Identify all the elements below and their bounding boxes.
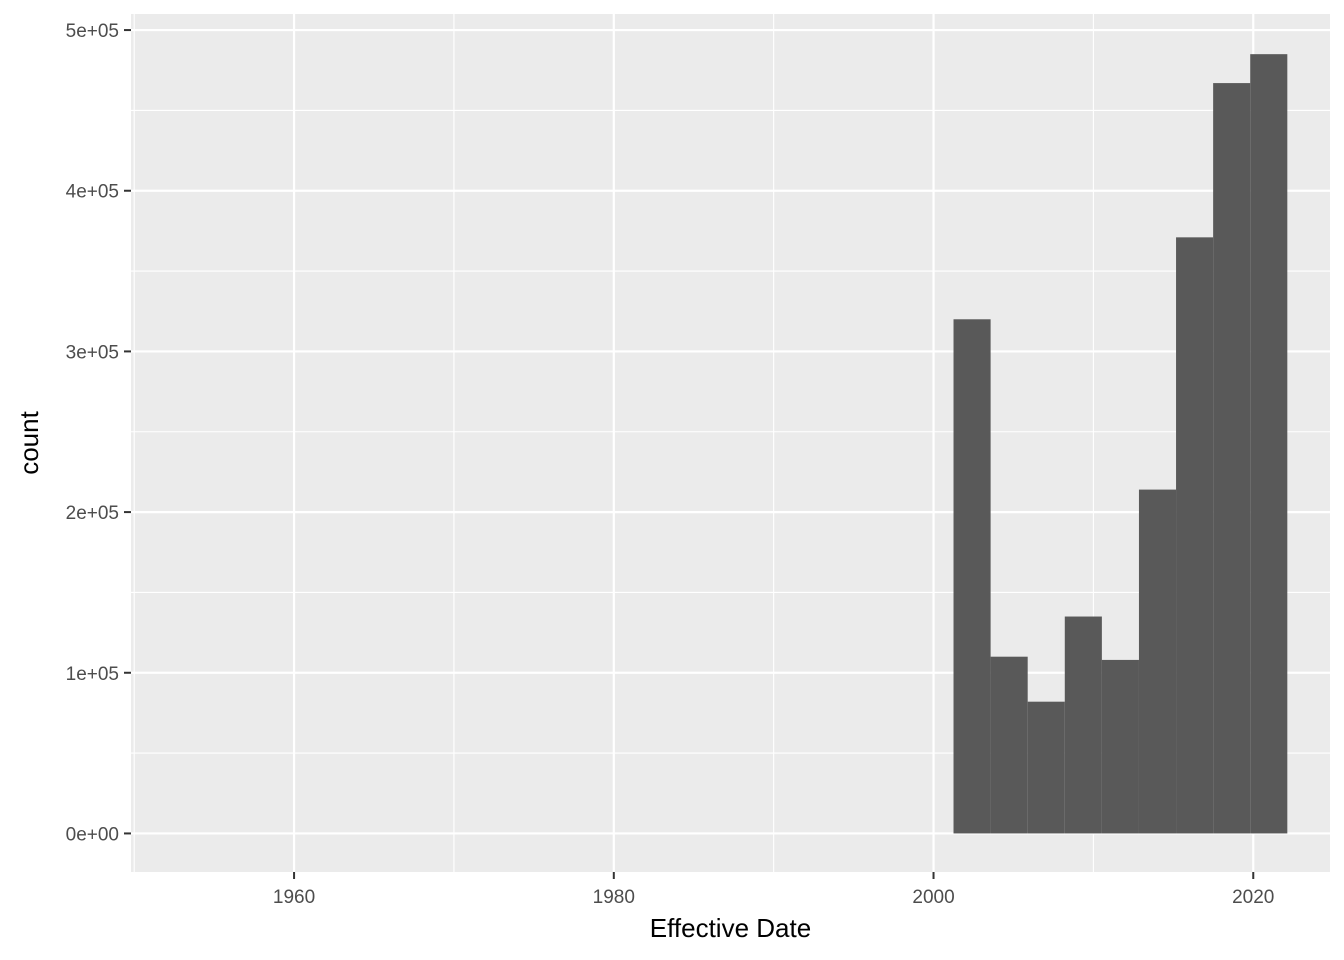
y-tick-label: 1e+05 [66,664,119,685]
histogram-bar [1213,83,1251,834]
x-tick-label: 2000 [912,887,954,908]
major-gridlines [131,14,1330,872]
x-axis-title: Effective Date [650,913,811,943]
x-tick-label: 2020 [1232,887,1274,908]
x-tick-label: 1960 [273,887,315,908]
y-tick-label: 2e+05 [66,503,119,524]
y-tick-label: 3e+05 [66,342,119,363]
y-axis-title: count [14,410,44,474]
histogram-bar [1250,54,1288,834]
y-axis: 0e+00 1e+05 2e+05 3e+05 4e+05 5e+05 [66,21,131,845]
minor-gridlines [131,14,1330,872]
histogram-bar [1064,616,1102,834]
x-tick-label: 1980 [593,887,635,908]
histogram-bar [1138,489,1177,834]
histogram-bar [1027,701,1065,834]
y-tick-label: 0e+00 [66,824,119,845]
x-axis: 1960 1980 2000 2020 [273,872,1274,908]
histogram-bars [953,54,1288,834]
histogram-bar [1176,237,1214,834]
histogram-bar [953,319,991,834]
y-tick-label: 5e+05 [66,21,119,42]
histogram-bar [1101,659,1139,834]
histogram-bar [990,656,1028,834]
y-tick-label: 4e+05 [66,182,119,203]
